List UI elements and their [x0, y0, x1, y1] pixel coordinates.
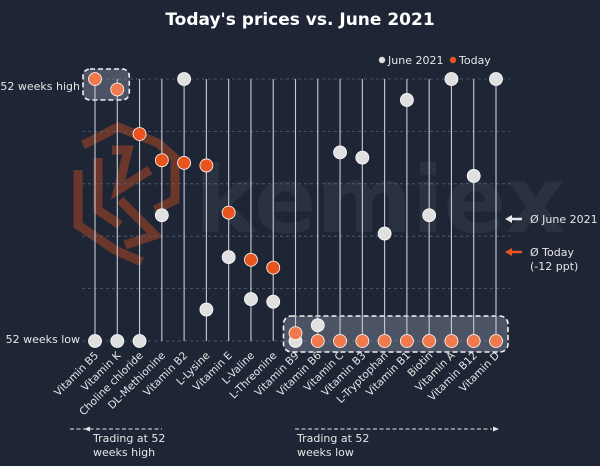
gridlines [82, 78, 510, 342]
low-group-label-2: weeks low [297, 446, 354, 459]
today-point [422, 334, 437, 348]
today-point [154, 153, 169, 168]
chart-title: Today's prices vs. June 2021 [165, 10, 434, 30]
today-point [355, 334, 370, 348]
high-group-label-1: Trading at 52 [92, 432, 165, 445]
june-2021-point [489, 72, 503, 86]
kemiex-logo-icon [73, 122, 180, 267]
june-2021-point [333, 145, 347, 160]
today-point [266, 260, 281, 275]
today-point [221, 205, 236, 220]
group-annotations: Trading at 52 weeks high Trading at 52 w… [70, 426, 499, 459]
high-group-box [82, 68, 131, 101]
june-2021-point [88, 334, 102, 348]
june-2021-point [377, 226, 392, 241]
today-point [489, 334, 503, 348]
data-points [88, 72, 503, 348]
june-2021-point [310, 318, 325, 333]
avg-today-label: Ø Today [530, 246, 574, 259]
high-group-arrow [70, 426, 162, 432]
today-point [110, 82, 125, 97]
low-group-arrow [295, 426, 499, 432]
today-point [333, 334, 347, 348]
kemiex-watermark: kemiex [73, 122, 565, 267]
y-label-high: 52 weeks high [0, 80, 80, 93]
june-2021-point [399, 93, 414, 107]
today-point [88, 72, 102, 86]
today-point [288, 326, 303, 341]
low-group-label-1: Trading at 52 [296, 432, 369, 445]
june-2021-point [444, 72, 459, 86]
june-2021-point [154, 208, 169, 223]
june-2021-point [132, 334, 147, 348]
high-group-label-2: weeks high [93, 446, 155, 459]
june-2021-point [110, 334, 125, 348]
avg-june-label: Ø June 2021 [530, 213, 598, 226]
y-label-low: 52 weeks low [6, 333, 80, 346]
today-point [466, 334, 481, 348]
legend-june-label: June 2021 [387, 54, 443, 67]
today-point [244, 252, 258, 267]
june-2021-point [199, 302, 214, 317]
june-2021-point [422, 208, 437, 223]
arrow-left-icon [505, 215, 522, 223]
legend-today-marker [449, 56, 457, 64]
today-point [132, 127, 147, 141]
today-point [444, 334, 459, 348]
legend-june-marker [378, 56, 386, 64]
average-annotations: Ø June 2021 Ø Today (-12 ppt) [505, 213, 598, 273]
june-2021-point [355, 150, 370, 165]
today-point [377, 334, 392, 348]
today-point [199, 158, 214, 173]
today-point [177, 155, 192, 170]
june-2021-point [244, 292, 258, 306]
june-2021-point [466, 169, 481, 183]
arrow-left-icon [505, 248, 522, 256]
june-2021-point [266, 294, 281, 309]
legend-today-label: Today [458, 54, 491, 67]
june-2021-point [221, 250, 236, 265]
today-point [310, 334, 325, 348]
june-2021-point [177, 72, 192, 86]
today-point [399, 334, 414, 348]
avg-today-note: (-12 ppt) [530, 260, 578, 273]
legend: June 2021 Today [378, 54, 491, 67]
